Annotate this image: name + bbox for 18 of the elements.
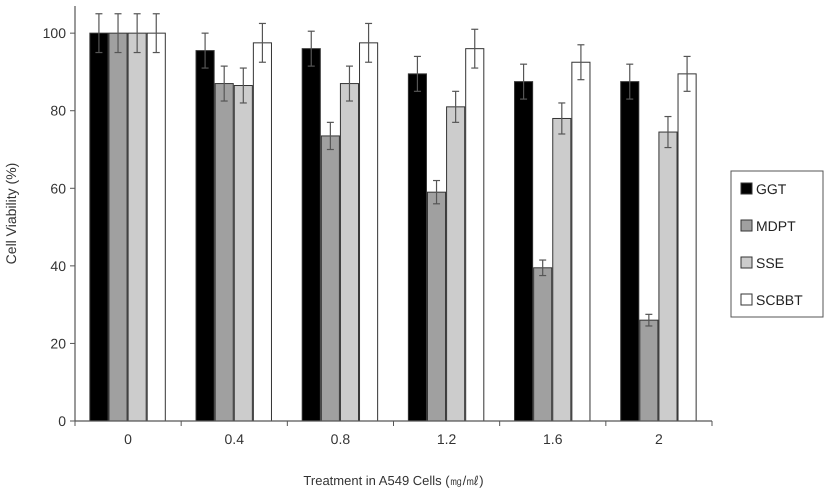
y-tick-label: 0 bbox=[58, 413, 66, 429]
legend-label: GGT bbox=[756, 181, 787, 197]
legend-label: MDPT bbox=[756, 218, 796, 234]
y-tick-label: 40 bbox=[50, 258, 66, 274]
legend-label: SCBBT bbox=[756, 292, 804, 308]
y-tick-label: 60 bbox=[50, 180, 66, 196]
x-tick-label: 0.8 bbox=[330, 431, 350, 447]
x-tick-label: 1.2 bbox=[436, 431, 457, 447]
x-axis-title: Treatment in A549 Cells (㎎/㎖) bbox=[303, 473, 484, 488]
y-axis-title: Cell Viability (%) bbox=[3, 162, 19, 264]
x-tick-label: 1.6 bbox=[543, 431, 563, 447]
x-tick-label: 2 bbox=[655, 431, 664, 447]
y-tick-label: 80 bbox=[50, 102, 66, 119]
y-tick-label: 20 bbox=[50, 335, 66, 352]
x-tick-label: 0.4 bbox=[224, 431, 244, 447]
x-tick-label: 0 bbox=[124, 431, 132, 447]
legend-label: SSE bbox=[756, 255, 784, 271]
y-tick-label: 100 bbox=[42, 25, 66, 42]
